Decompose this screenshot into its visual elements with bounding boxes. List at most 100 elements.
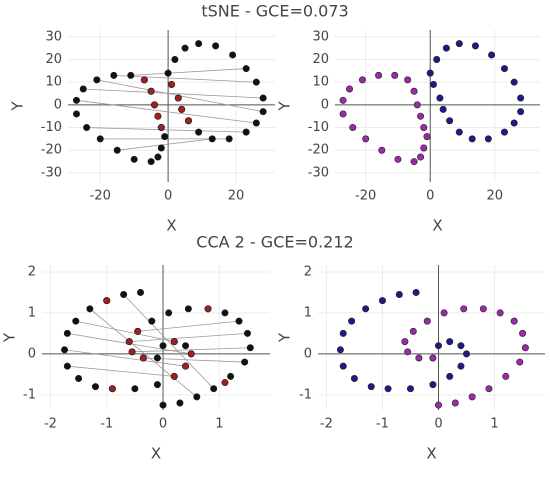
link-line	[137, 320, 240, 332]
point	[72, 317, 80, 325]
point	[151, 101, 159, 109]
point	[484, 135, 492, 143]
point	[127, 71, 135, 79]
point	[413, 101, 421, 109]
subplot: tSNE - GCE=0.073 -20 0 20 -30 -20 -10 0 10 20 30 X Y	[9, 2, 349, 235]
x-axis-label: X	[432, 217, 442, 235]
point	[252, 119, 260, 127]
point	[182, 342, 190, 350]
point	[410, 158, 418, 166]
point	[500, 128, 508, 136]
link-line	[123, 294, 214, 389]
point	[63, 362, 71, 370]
link-line	[129, 333, 248, 342]
point	[148, 317, 156, 325]
point	[153, 354, 161, 362]
point	[242, 128, 250, 136]
point	[367, 383, 375, 391]
point	[349, 124, 357, 132]
point	[178, 105, 186, 113]
point	[182, 362, 190, 370]
point	[108, 385, 116, 393]
point	[252, 78, 260, 86]
point	[140, 76, 148, 84]
y-tick-label: -10	[308, 120, 329, 135]
y-tick-label: 10	[312, 75, 329, 90]
link-line	[75, 320, 175, 342]
y-axis-label: Y	[276, 101, 294, 112]
point	[460, 305, 468, 313]
point	[446, 338, 454, 346]
point	[378, 146, 386, 154]
point	[391, 71, 399, 79]
point	[404, 348, 412, 356]
x-tick-label: -2	[44, 417, 57, 432]
link-line	[113, 74, 257, 83]
chart-title: tSNE - GCE=0.073	[201, 2, 348, 21]
subplot: -20 0 20 -30 -20 -10 0 10 20 30 X Y	[276, 29, 540, 235]
point	[358, 76, 366, 84]
point	[436, 94, 444, 102]
point	[147, 87, 155, 95]
point	[208, 135, 216, 143]
x-tick-label: -2	[320, 417, 333, 432]
y-tick-label: 20	[45, 52, 62, 67]
point	[195, 128, 203, 136]
chart-title: CCA 2 - GCE=0.212	[196, 233, 353, 252]
point	[159, 401, 167, 409]
point	[153, 381, 161, 389]
point	[103, 297, 111, 305]
point	[187, 350, 195, 358]
point	[193, 393, 201, 401]
point	[79, 85, 87, 93]
point	[164, 69, 172, 77]
x-tick-label: 20	[228, 189, 245, 204]
y-axis-label: Y	[9, 101, 27, 112]
point	[229, 51, 237, 59]
y-tick-label: -30	[41, 165, 62, 180]
point	[246, 344, 254, 352]
x-axis-label: X	[426, 445, 436, 463]
point	[457, 342, 465, 350]
point	[227, 372, 235, 380]
point	[420, 124, 428, 132]
subplot: -2 -1 0 1 -1 0 1 2 X Y	[276, 264, 545, 463]
point	[429, 381, 437, 389]
y-axis-label: Y	[276, 332, 294, 343]
y-tick-label: -10	[41, 120, 62, 135]
point	[463, 350, 471, 358]
y-tick-label: 2	[28, 264, 36, 279]
point	[125, 338, 133, 346]
y-tick-label: 30	[312, 29, 329, 44]
point	[339, 110, 347, 118]
point	[485, 385, 493, 393]
point	[339, 329, 347, 337]
point	[510, 317, 518, 325]
point	[468, 393, 476, 401]
point	[375, 71, 383, 79]
point	[455, 128, 463, 136]
point	[181, 44, 189, 52]
link-line	[67, 365, 175, 377]
point	[488, 51, 496, 59]
point	[378, 297, 386, 305]
point	[348, 317, 356, 325]
point	[384, 385, 392, 393]
y-tick-label: -30	[308, 165, 329, 180]
x-tick-label: 0	[164, 189, 172, 204]
point	[435, 342, 443, 350]
point	[235, 317, 243, 325]
point	[439, 105, 447, 113]
x-tick-label: 1	[215, 417, 223, 432]
point	[113, 146, 121, 154]
x-tick-label: 0	[434, 417, 442, 432]
x-tick-label: 0	[426, 189, 434, 204]
point	[339, 362, 347, 370]
point	[171, 55, 179, 63]
point	[457, 362, 465, 370]
point	[417, 153, 425, 161]
point	[72, 110, 80, 118]
point	[510, 119, 518, 127]
point	[154, 153, 162, 161]
point	[128, 348, 136, 356]
